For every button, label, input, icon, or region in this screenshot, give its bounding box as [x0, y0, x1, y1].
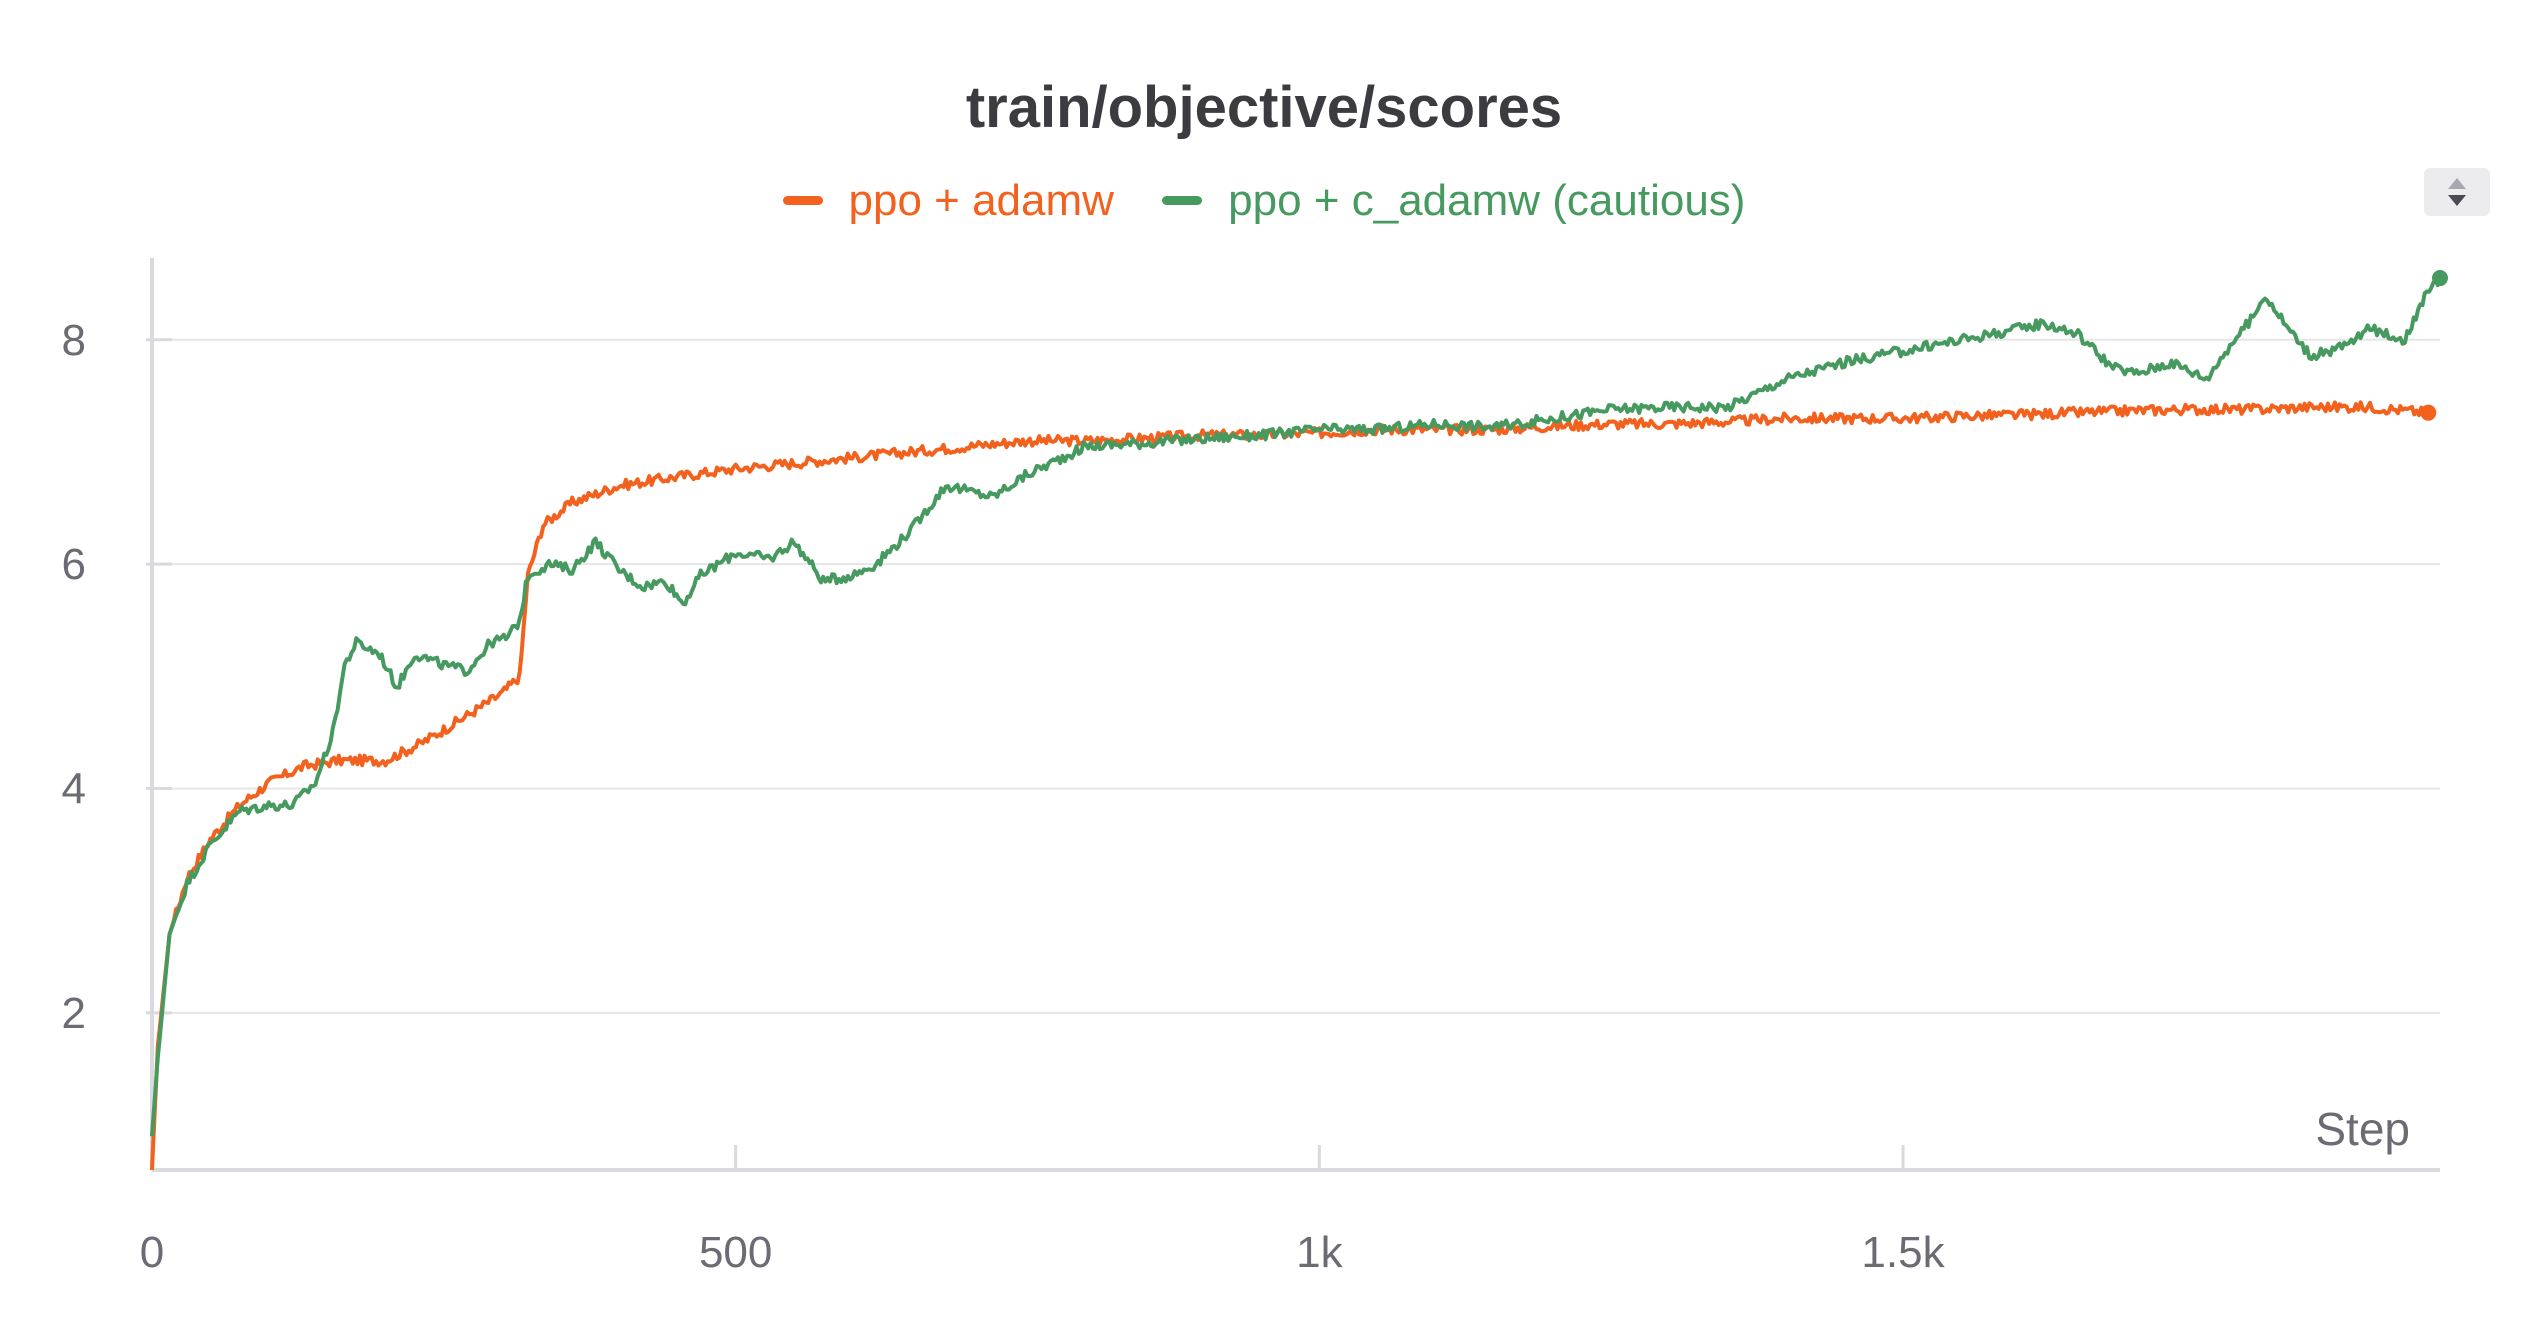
x-tick-label: 1k	[1296, 1228, 1343, 1277]
series-line-1	[150, 277, 2442, 1137]
legend-item-ppo-c-adamw[interactable]: ppo + c_adamw (cautious)	[1162, 176, 1745, 226]
y-tick-label: 6	[62, 540, 86, 589]
grid	[172, 338, 2440, 1014]
legend-scroll-control[interactable]	[2424, 168, 2490, 216]
y-tick-label: 8	[62, 316, 86, 365]
x-tick-label: 1.5k	[1861, 1228, 1945, 1277]
chevron-up-icon[interactable]	[2448, 178, 2466, 189]
x-tick-label: 500	[699, 1228, 772, 1277]
series-end-point-1	[2432, 270, 2448, 287]
series	[150, 270, 2448, 1171]
x-tick-label: 0	[140, 1228, 164, 1277]
axes: 2 4 6 8 0 500 1k 1.5k	[62, 258, 2440, 1277]
legend-item-ppo-adamw[interactable]: ppo + adamw	[782, 175, 1114, 226]
chevron-down-icon[interactable]	[2448, 195, 2466, 206]
chart-title: train/objective/scores	[965, 75, 1563, 140]
legend-swatch	[1162, 196, 1203, 205]
y-tick-label: 4	[62, 765, 86, 814]
series-end-point-0	[2420, 404, 2437, 421]
legend-swatch	[782, 196, 823, 205]
x-axis-label: Step	[2315, 1103, 2410, 1155]
legend-label: ppo + c_adamw (cautious)	[1228, 175, 1746, 225]
legend: ppo + adamw ppo + c_adamw (cautious)	[0, 166, 2528, 226]
y-tick-label: 2	[62, 989, 86, 1038]
legend-label: ppo + adamw	[848, 175, 1114, 225]
series-line-0	[150, 400, 2431, 1171]
